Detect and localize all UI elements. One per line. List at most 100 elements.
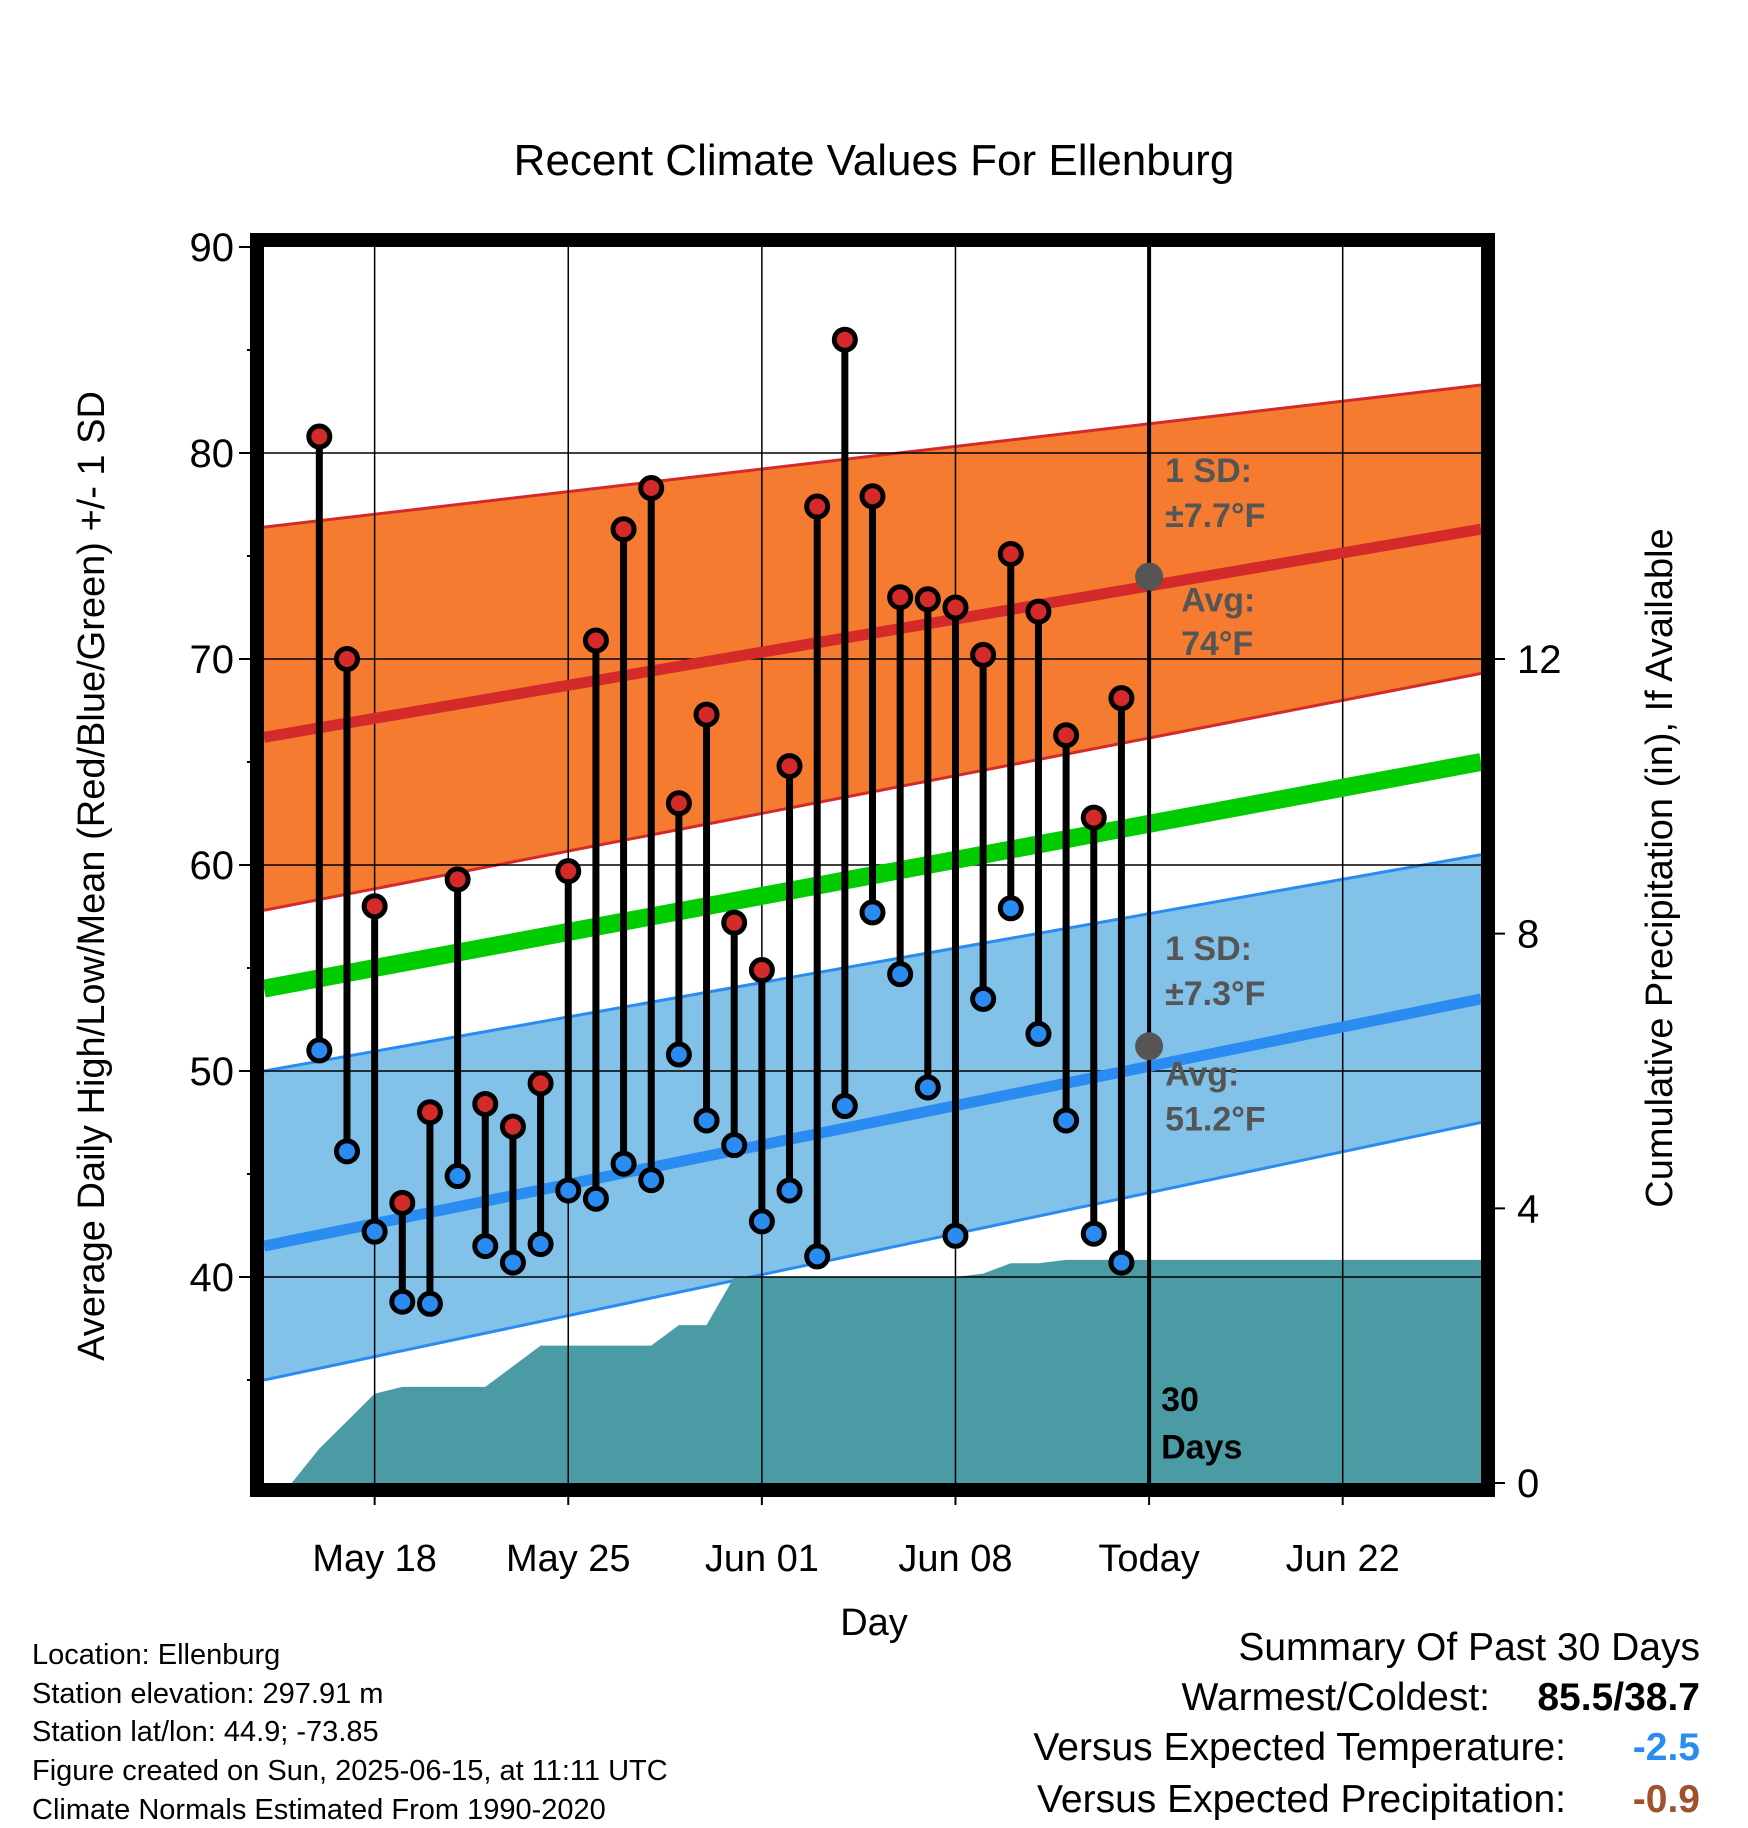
y-tick-label: 80	[190, 432, 235, 476]
high-point	[887, 584, 914, 611]
high-point	[1025, 598, 1052, 625]
high-point	[389, 1189, 416, 1216]
y2-tick-label: 12	[1517, 638, 1562, 682]
elevation-text: Station elevation: 297.91 m	[32, 1678, 384, 1710]
low-point	[997, 895, 1024, 922]
high-point	[555, 858, 582, 885]
latlon-text: Station lat/lon: 44.9; -73.85	[32, 1716, 379, 1748]
low-point	[1080, 1220, 1107, 1247]
x-tick-label: Jun 08	[898, 1538, 1012, 1580]
low-point	[472, 1233, 499, 1260]
high-point	[638, 475, 665, 502]
high-point	[1080, 804, 1107, 831]
temp-anomaly-label: Versus Expected Temperature:	[1033, 1726, 1566, 1769]
high-point	[859, 483, 886, 510]
high-point	[610, 516, 637, 543]
high-point	[748, 957, 775, 984]
summary-heading: Summary Of Past 30 Days	[1238, 1626, 1700, 1669]
low-point	[306, 1037, 333, 1064]
warmest-coldest-value: 85.5/38.7	[1537, 1676, 1700, 1719]
high-point	[306, 423, 333, 450]
low-point	[804, 1243, 831, 1270]
low-point	[1025, 1020, 1052, 1047]
high-point	[416, 1099, 443, 1126]
y2-axis-label: Cumulative Precipitation (in), If Availa…	[1639, 528, 1681, 1207]
x-tick-label: Today	[1098, 1538, 1199, 1580]
y-tick-label: 50	[190, 1050, 235, 1094]
high-point	[721, 909, 748, 936]
plot-area: 1 SD: ±7.7°F Avg: 74°F 1 SD: ±7.3°F Avg: 51.2°F…	[190, 226, 1562, 1580]
low-point	[416, 1290, 443, 1317]
low-point	[638, 1167, 665, 1194]
y2-tick-label: 0	[1517, 1462, 1539, 1506]
high-point	[1053, 722, 1080, 749]
x-tick-label: May 25	[506, 1538, 631, 1580]
low-point	[1053, 1107, 1080, 1134]
high-point	[914, 586, 941, 613]
created-text: Figure created on Sun, 2025-06-15, at 11…	[32, 1755, 668, 1787]
low-point	[333, 1138, 360, 1165]
high-point	[1108, 685, 1135, 712]
low-point	[859, 899, 886, 926]
y-tick-label: 60	[190, 844, 235, 888]
y-tick-label: 90	[190, 226, 235, 270]
high-avg-today-marker	[1135, 562, 1164, 591]
high-point	[776, 753, 803, 780]
low-point	[665, 1041, 692, 1068]
low-point	[555, 1177, 582, 1204]
warmest-coldest-label: Warmest/Coldest:	[1181, 1676, 1490, 1719]
low-point	[831, 1093, 858, 1120]
low-point	[887, 961, 914, 988]
low-sd-upper-line	[264, 853, 1481, 1073]
high-avg-label: Avg:	[1181, 582, 1255, 620]
high-point	[831, 326, 858, 353]
low-sd-label: 1 SD:	[1165, 930, 1252, 968]
low-normal-line	[264, 993, 1481, 1252]
x-tick-label: Jun 22	[1286, 1538, 1400, 1580]
low-point	[942, 1222, 969, 1249]
high-point	[997, 540, 1024, 567]
precip-anomaly-value: -0.9	[1632, 1778, 1700, 1821]
normals-text: Climate Normals Estimated From 1990-2020	[32, 1794, 606, 1826]
high-point	[970, 641, 997, 668]
high-point	[444, 866, 471, 893]
precip-anomaly-label: Versus Expected Precipitation:	[1037, 1778, 1566, 1821]
x-axis-label: Day	[840, 1602, 908, 1644]
y-axis-label: Average Daily High/Low/Mean (Red/Blue/Gr…	[71, 391, 113, 1361]
low-sd-value: ±7.3°F	[1165, 975, 1265, 1013]
chart-title: Recent Climate Values For Ellenburg	[514, 136, 1235, 185]
low-avg-today-marker	[1135, 1032, 1164, 1061]
high-point	[499, 1113, 526, 1140]
low-point	[389, 1288, 416, 1315]
today-label-line2: Days	[1161, 1428, 1242, 1466]
low-sd-lower-line	[264, 1121, 1481, 1382]
high-sd-value: ±7.7°F	[1165, 497, 1265, 535]
low-avg-label: Avg:	[1165, 1055, 1239, 1093]
low-point	[582, 1185, 609, 1212]
low-point	[721, 1132, 748, 1159]
precip-area	[291, 1259, 1481, 1483]
high-point	[582, 627, 609, 654]
today-label-line1: 30	[1161, 1381, 1199, 1419]
y2-tick-label: 8	[1517, 913, 1539, 957]
low-point	[748, 1208, 775, 1235]
high-point	[804, 493, 831, 520]
y-tick-label: 40	[190, 1256, 235, 1300]
low-avg-value: 51.2°F	[1165, 1101, 1266, 1139]
high-sd-upper-line	[264, 383, 1481, 529]
low-point	[610, 1150, 637, 1177]
y-tick-label: 70	[190, 638, 235, 682]
high-point	[333, 646, 360, 672]
high-point	[472, 1090, 499, 1117]
low-point	[776, 1177, 803, 1204]
y2-tick-label: 4	[1517, 1187, 1539, 1231]
low-point	[499, 1249, 526, 1276]
low-point	[527, 1231, 554, 1258]
high-sd-label: 1 SD:	[1165, 452, 1252, 490]
high-avg-value: 74°F	[1181, 625, 1253, 663]
high-point	[693, 701, 720, 728]
low-point	[361, 1218, 388, 1245]
location-text: Location: Ellenburg	[32, 1639, 281, 1671]
high-point	[665, 790, 692, 817]
